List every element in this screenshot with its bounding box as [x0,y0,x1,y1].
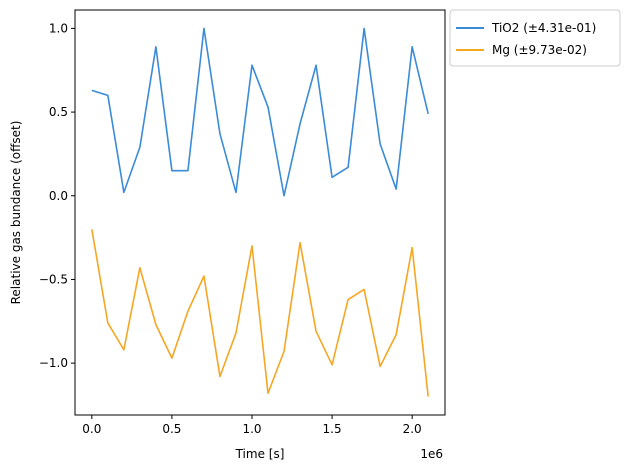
x-tick-label: 1.5 [323,422,342,436]
x-tick-label: 0.0 [82,422,101,436]
plot-area [75,10,445,415]
x-tick-label: 1.0 [242,422,261,436]
series-line-1 [91,229,429,397]
series-line-0 [91,27,429,197]
y-axis-label: Relative gas bundance (offset) [9,121,23,305]
legend: TiO2 (±4.31e-01) Mg (±9.73e-02) [449,9,621,67]
series-layer [91,27,429,397]
x-tick-label: 2.0 [403,422,422,436]
y-tick-label: 0.5 [49,105,68,119]
x-offset-label: 1e6 [420,447,443,461]
y-tick-label: −0.5 [39,272,68,286]
legend-label-tio2: TiO2 (±4.31e-01) [491,21,596,35]
legend-label-mg: Mg (±9.73e-02) [492,43,587,57]
y-tick-label: −1.0 [39,356,68,370]
y-tick-label: 1.0 [49,21,68,35]
y-tick-label: 0.0 [49,189,68,203]
legend-box [449,9,621,67]
y-axis: 1.0 0.5 0.0 −0.5 −1.0 [39,21,75,370]
x-axis: 0.0 0.5 1.0 1.5 2.0 [82,415,422,436]
x-tick-label: 0.5 [162,422,181,436]
plot-frame [74,9,446,416]
x-axis-label: Time [s] [235,447,285,461]
